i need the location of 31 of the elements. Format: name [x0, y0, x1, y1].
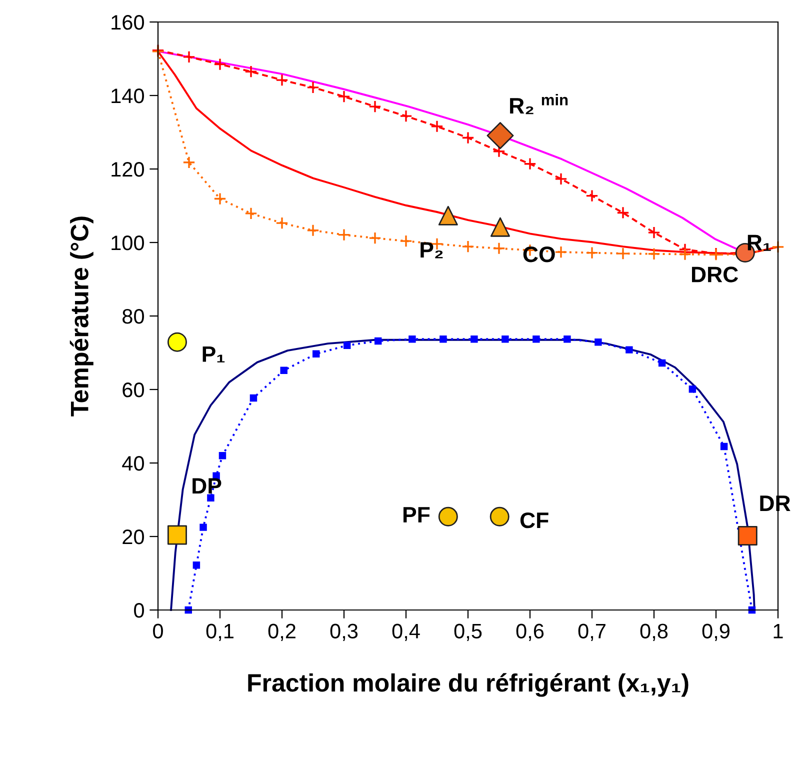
annotation: CO — [523, 246, 555, 262]
y-tick-label: 120 — [112, 162, 144, 177]
x-tick-label: 0,8 — [640, 624, 668, 641]
annotation: P₂ — [420, 242, 443, 258]
y-tick-label: 20 — [122, 530, 144, 544]
y-tick-label: 140 — [112, 88, 144, 104]
x-tick-label: 1 — [774, 624, 783, 638]
y-tick-label: 100 — [112, 236, 144, 250]
annotation: R₂ $^{min}$ — [510, 94, 568, 114]
y-tick-label: 80 — [122, 309, 144, 324]
x-tick-label: 0,3 — [330, 624, 358, 641]
x-tick-label: 0 — [153, 624, 163, 638]
annotation: DRC — [692, 266, 738, 282]
x-tick-label: 0,2 — [268, 624, 296, 641]
x-tick-label: 0,1 — [206, 624, 234, 641]
annotation: CF — [520, 512, 548, 528]
x-axis-title: Fraction molaire du réfrigérant (x₁,y₁) — [248, 673, 688, 697]
x-tick-label: 0,6 — [516, 624, 544, 641]
y-tick-label: 0 — [134, 603, 144, 618]
x-tick-label: 0,7 — [578, 624, 606, 641]
annotation: PF — [404, 507, 430, 522]
annotation: R₁ — [748, 234, 771, 251]
y-tick-label: 40 — [122, 456, 144, 471]
x-tick-label: 0,4 — [392, 624, 420, 641]
y-tick-label: 160 — [112, 15, 144, 30]
x-tick-label: 0,9 — [702, 624, 730, 641]
y-tick-label: 60 — [122, 382, 144, 398]
annotation: DP — [192, 478, 222, 494]
y-axis-title: Température (°C) — [70, 216, 94, 416]
x-tick-label: 0,5 — [454, 624, 482, 641]
annotation: P₁ — [202, 346, 225, 362]
